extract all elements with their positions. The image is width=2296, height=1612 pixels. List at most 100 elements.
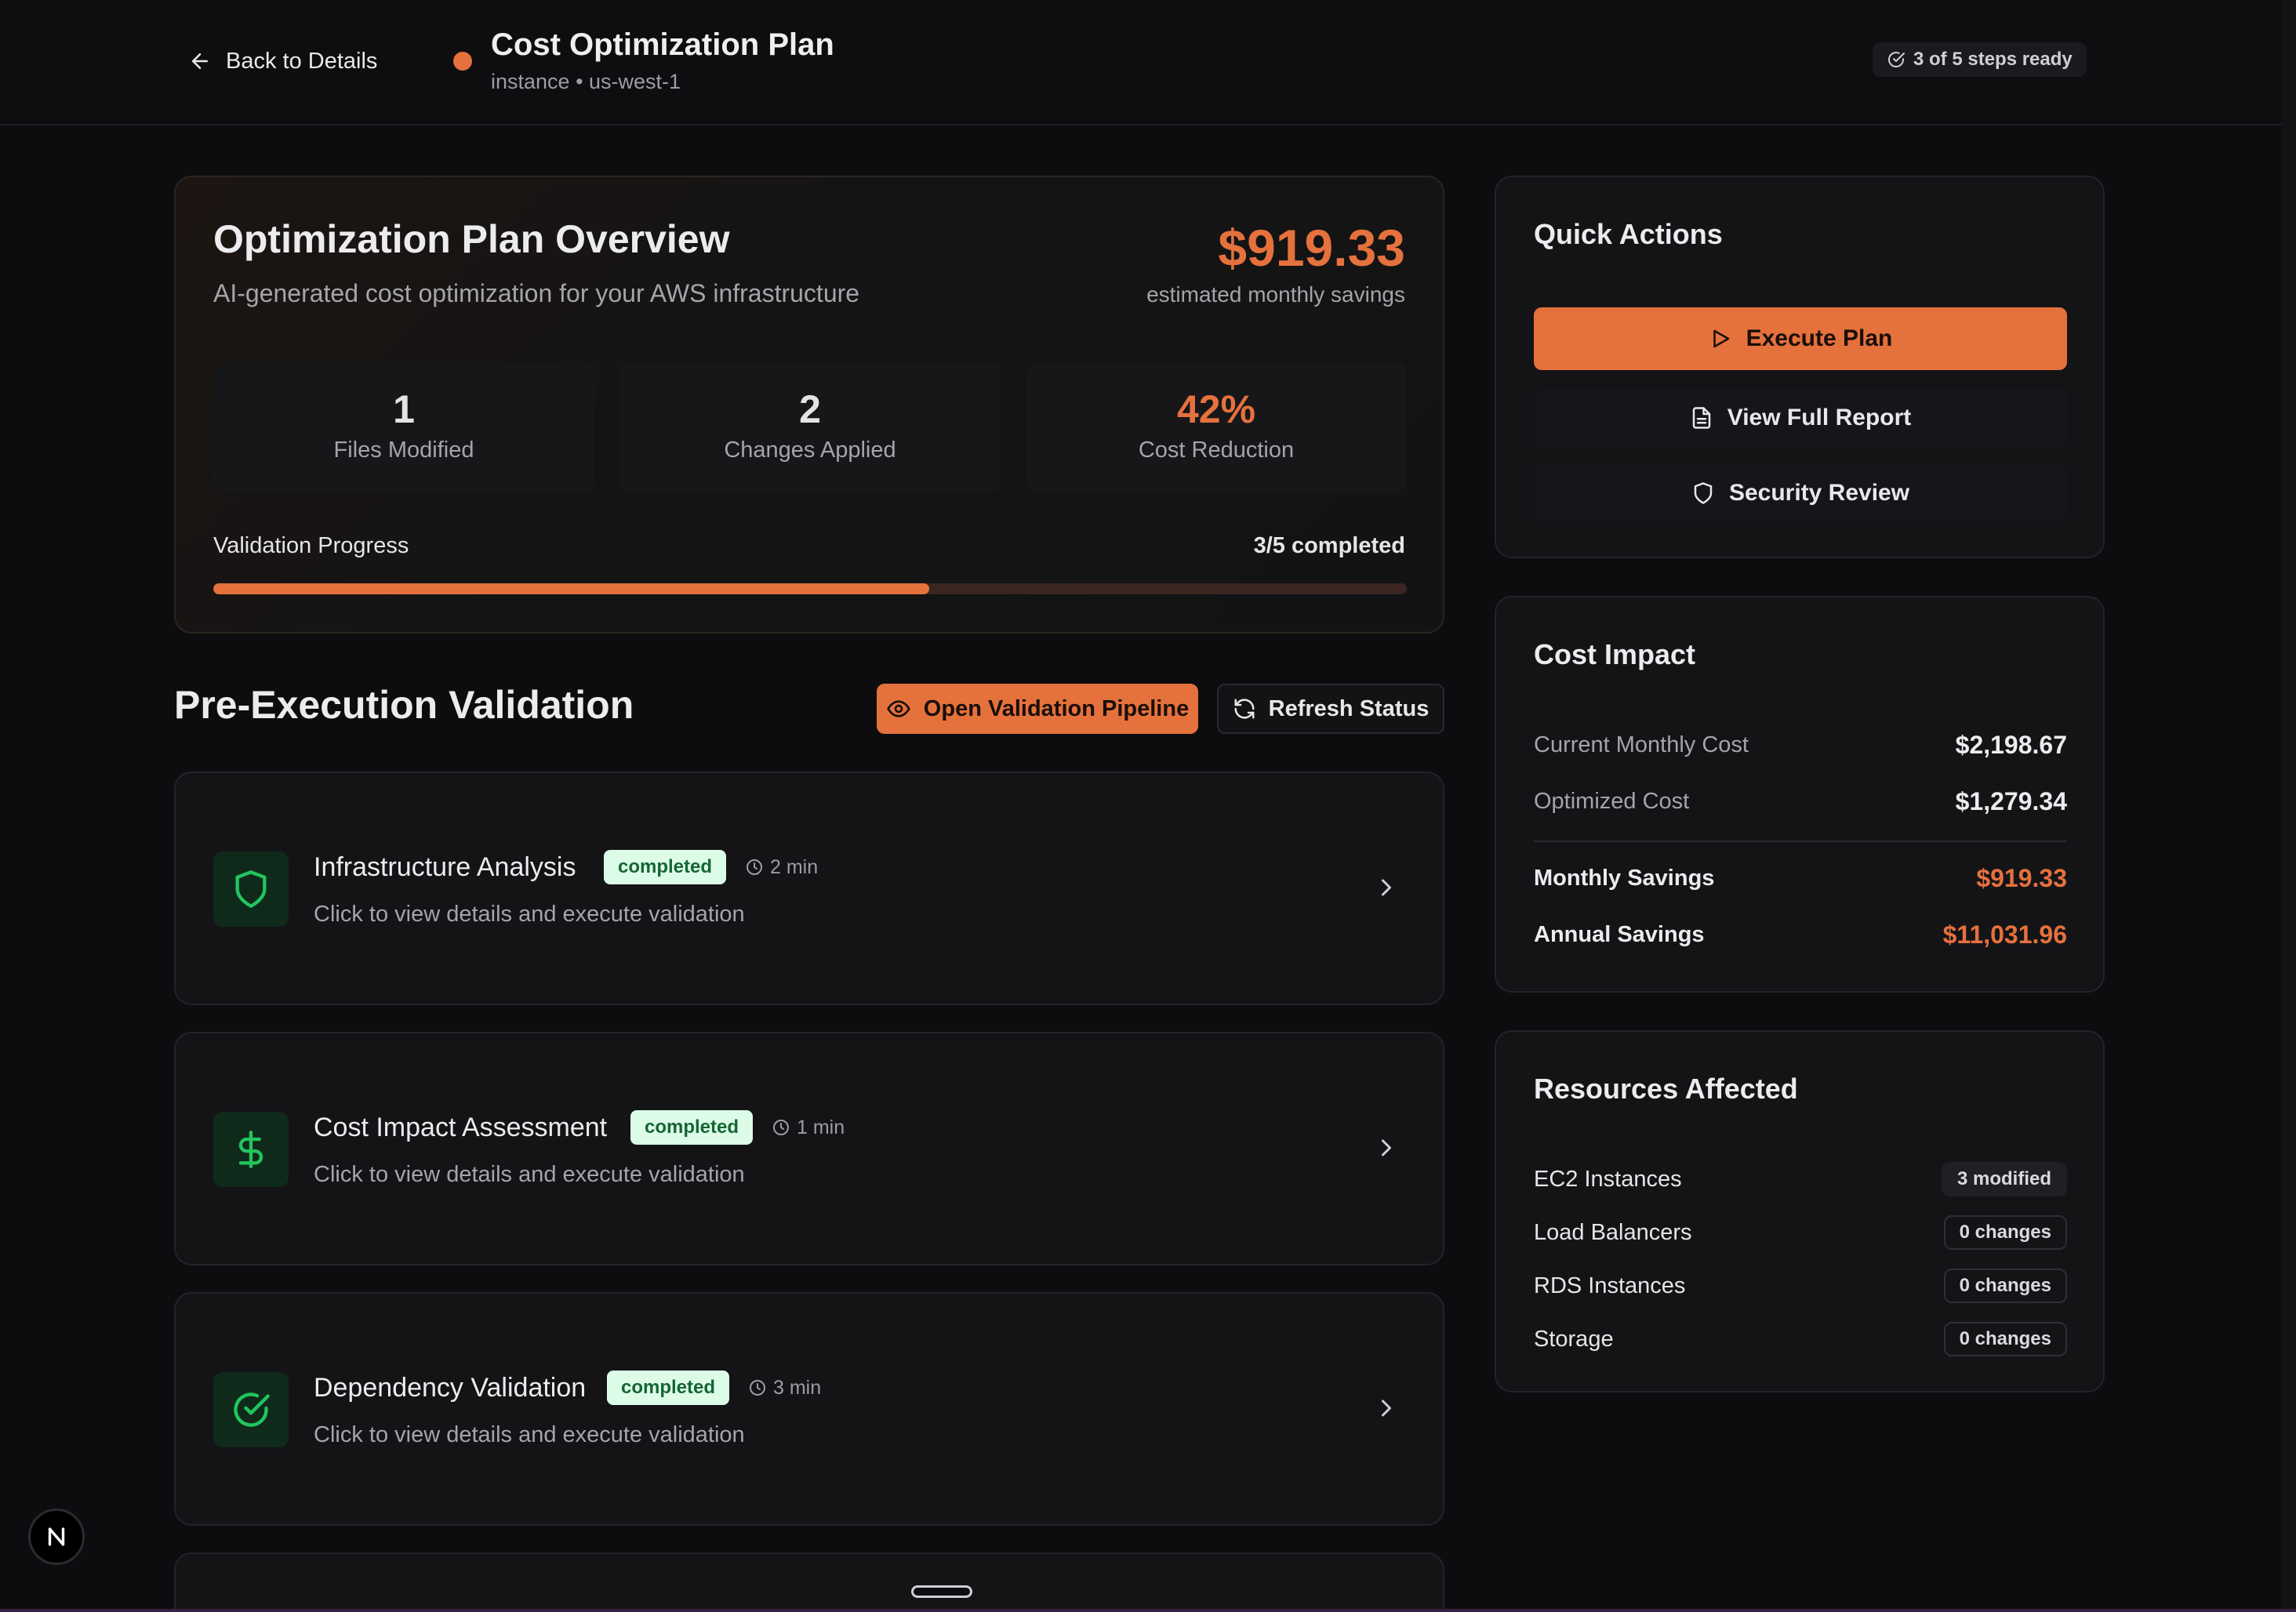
estimated-savings-label: estimated monthly savings [1146,282,1405,307]
open-validation-pipeline-button[interactable]: Open Validation Pipeline [877,684,1198,734]
chevron-right-icon[interactable] [1372,1394,1400,1422]
clock-icon [750,1380,765,1396]
validation-title: Dependency Validation [314,1373,587,1403]
resources-title: Resources Affected [1534,1073,1798,1105]
stat-label: Files Modified [333,437,474,463]
stat-files-modified: 1 Files Modified [213,362,594,492]
duration-label: 3 min [748,1371,821,1405]
page-subtitle: instance • us-west-1 [491,70,681,93]
refresh-label: Refresh Status [1268,695,1430,721]
clock-icon [747,859,762,875]
cost-impact-title: Cost Impact [1534,638,1696,670]
cost-label: Current Monthly Cost [1534,732,1749,757]
resource-label: Load Balancers [1534,1219,1692,1245]
check-circle-icon [234,1392,270,1427]
resource-row-storage: Storage 0 changes [1534,1320,2067,1358]
stat-label: Changes Applied [724,437,896,463]
divider [1534,840,2067,842]
status-badge: completed [630,1110,754,1145]
shield-icon [235,870,267,908]
cost-row-annual-savings: Annual Savings $11,031.96 [1534,917,2067,952]
resource-label: RDS Instances [1534,1273,1686,1298]
view-report-label: View Full Report [1727,405,1912,430]
refresh-icon [1234,699,1255,719]
validation-description: Click to view details and execute valida… [314,1422,745,1447]
stat-value: 42% [1176,387,1256,431]
cost-row-optimized: Optimized Cost $1,279.34 [1534,784,2067,819]
overview-title: Optimization Plan Overview [213,217,730,261]
cost-label: Annual Savings [1534,921,1705,947]
shield-icon [1694,482,1713,504]
resource-row-rds: RDS Instances 0 changes [1534,1267,2067,1305]
duration-value: 1 min [797,1116,845,1138]
page-title: Cost Optimization Plan [491,27,834,62]
refresh-status-button[interactable]: Refresh Status [1217,684,1444,734]
validation-item-infrastructure-analysis[interactable]: Infrastructure Analysis completed 2 min … [174,772,1444,1005]
quick-actions-title: Quick Actions [1534,218,1723,250]
view-full-report-button[interactable]: View Full Report [1534,389,2067,447]
resource-badge: 0 changes [1943,1215,2067,1250]
chevron-right-icon[interactable] [1372,873,1400,902]
stat-label: Cost Reduction [1138,437,1295,463]
execute-plan-button[interactable]: Execute Plan [1534,307,2067,370]
duration-label: 1 min [772,1110,845,1145]
resource-badge: 3 modified [1941,1162,2067,1196]
dollar-icon [238,1131,263,1168]
back-to-details-link[interactable]: Back to Details [188,45,377,77]
resource-badge: 0 changes [1943,1322,2067,1356]
resource-row-ec2: EC2 Instances 3 modified [1534,1160,2067,1198]
stat-value: 2 [799,387,821,431]
title-block: Cost Optimization Plan instance • us-wes… [491,24,834,97]
progress-label: Validation Progress [213,533,409,558]
top-header: Back to Details Cost Optimization Plan i… [0,0,2296,125]
cost-value: $919.33 [1976,863,2067,892]
validation-item-dependency-validation[interactable]: Dependency Validation completed 3 min Cl… [174,1292,1444,1526]
security-review-button[interactable]: Security Review [1534,464,2067,522]
next-logo-button[interactable] [28,1509,85,1565]
cost-label: Optimized Cost [1534,788,1690,814]
status-badge: completed [607,1371,730,1405]
resource-badge: 0 changes [1943,1269,2067,1303]
validation-item-cost-impact-assessment[interactable]: Cost Impact Assessment completed 1 min C… [174,1032,1444,1265]
estimated-savings-amount: $919.33 [1218,219,1405,277]
cost-impact-card: Cost Impact Current Monthly Cost $2,198.… [1495,596,2105,993]
n-logo-icon [48,1527,65,1546]
resource-label: EC2 Instances [1534,1166,1682,1192]
scrollbar[interactable] [2282,0,2296,1612]
validation-title: Infrastructure Analysis [314,852,576,882]
play-icon [1713,329,1729,348]
validation-description: Click to view details and execute valida… [314,902,745,927]
file-text-icon [1692,407,1710,429]
execute-plan-label: Execute Plan [1746,325,1893,351]
resource-row-load-balancers: Load Balancers 0 changes [1534,1214,2067,1251]
validation-item-partial[interactable] [174,1552,1444,1612]
validation-icon-tile [213,851,289,927]
validation-progress-fill [213,583,930,594]
security-review-label: Security Review [1728,480,1910,506]
plan-overview-card: Optimization Plan Overview AI-generated … [174,176,1444,634]
open-pipeline-label: Open Validation Pipeline [923,695,1190,721]
cost-value: $11,031.96 [1942,920,2067,949]
arrow-left-icon [192,53,208,69]
status-dot [453,52,472,71]
duration-value: 2 min [770,855,819,878]
back-label: Back to Details [226,48,378,74]
cost-row-monthly-savings: Monthly Savings $919.33 [1534,861,2067,895]
window-bottom-edge [0,1609,2296,1612]
duration-label: 2 min [745,850,818,884]
validation-description: Click to view details and execute valida… [314,1162,745,1187]
steps-badge-label: 3 of 5 steps ready [1913,49,2073,70]
validation-title: Cost Impact Assessment [314,1113,608,1142]
validation-icon-tile [213,1372,289,1447]
progress-count: 3/5 completed [1253,533,1405,558]
resource-label: Storage [1534,1326,1614,1352]
steps-ready-badge: 3 of 5 steps ready [1873,42,2087,77]
duration-value: 3 min [773,1376,822,1399]
clock-icon [773,1120,789,1135]
validation-progress-bar [213,583,1407,594]
scroll-indicator[interactable] [911,1585,972,1598]
stat-changes-applied: 2 Changes Applied [619,362,1001,492]
quick-actions-card: Quick Actions Execute Plan View Full Rep… [1495,176,2105,558]
chevron-right-icon[interactable] [1372,1134,1400,1162]
